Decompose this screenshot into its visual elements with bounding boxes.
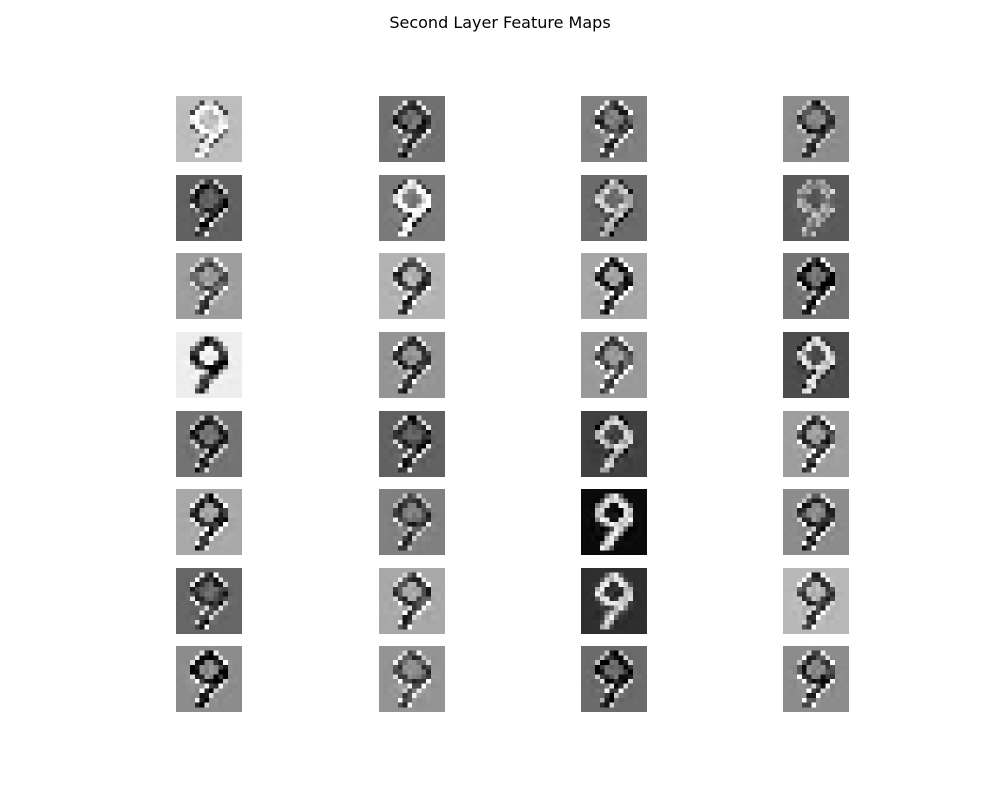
feature-map-r6-c3 [783,568,849,634]
feature-map-r1-c1 [379,175,445,241]
feature-map-r6-c1 [379,568,445,634]
feature-map-r5-c0 [176,489,242,555]
figure-title: Second Layer Feature Maps [389,13,611,32]
feature-map-r0-c2 [581,96,647,162]
feature-map-r5-c3 [783,489,849,555]
feature-map-r2-c1 [379,253,445,319]
feature-map-r4-c0 [176,411,242,477]
feature-map-r5-c1 [379,489,445,555]
feature-map-r3-c3 [783,332,849,398]
feature-map-r2-c0 [176,253,242,319]
feature-map-r7-c2 [581,646,647,712]
feature-map-r1-c3 [783,175,849,241]
feature-map-r1-c0 [176,175,242,241]
feature-map-r3-c2 [581,332,647,398]
feature-map-r0-c1 [379,96,445,162]
feature-map-r0-c0 [176,96,242,162]
feature-map-r7-c0 [176,646,242,712]
feature-map-r5-c2 [581,489,647,555]
feature-map-r0-c3 [783,96,849,162]
feature-map-r4-c1 [379,411,445,477]
feature-map-r3-c0 [176,332,242,398]
feature-map-r7-c1 [379,646,445,712]
feature-map-r2-c3 [783,253,849,319]
feature-map-r4-c2 [581,411,647,477]
feature-map-r6-c2 [581,568,647,634]
feature-map-r3-c1 [379,332,445,398]
feature-map-r2-c2 [581,253,647,319]
feature-map-r1-c2 [581,175,647,241]
feature-map-r7-c3 [783,646,849,712]
feature-map-r6-c0 [176,568,242,634]
feature-map-r4-c3 [783,411,849,477]
